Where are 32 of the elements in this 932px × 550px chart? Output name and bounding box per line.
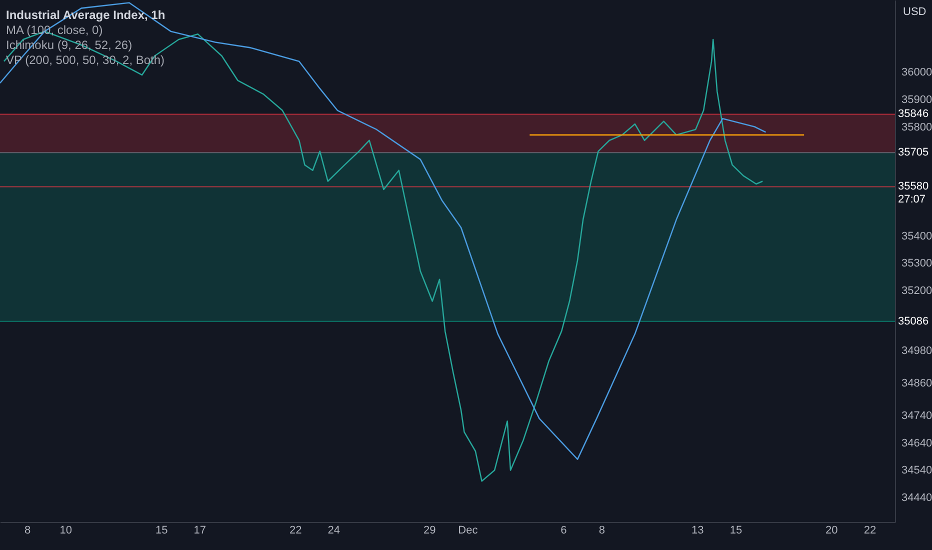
- y-tick-label: 35300: [902, 258, 932, 270]
- y-tick-label: 35800: [902, 121, 932, 134]
- x-tick-label: 15: [156, 524, 168, 536]
- x-tick-label: 8: [24, 524, 31, 536]
- x-tick-label: 22: [290, 524, 302, 536]
- x-tick-label: Dec: [458, 524, 478, 536]
- x-tick-label: 6: [560, 524, 567, 536]
- text: USD: [903, 6, 926, 18]
- x-tick-label: 15: [730, 524, 742, 536]
- ref-line-label: 35705: [898, 146, 929, 159]
- x-tick-label: 17: [194, 524, 206, 536]
- ref-line-label: 35580: [898, 180, 929, 193]
- y-tick-label: 35400: [902, 230, 932, 242]
- x-tick-label: 20: [826, 524, 838, 536]
- x-tick-label: 22: [864, 524, 876, 536]
- ref-line-label: 35086: [898, 315, 929, 328]
- y-tick-label: 34540: [902, 464, 932, 477]
- x-tick-label: 29: [424, 524, 436, 536]
- y-tick-label: 34640: [902, 437, 932, 450]
- x-tick-label: 8: [598, 524, 606, 536]
- y-tick-label: 34740: [902, 410, 932, 422]
- y-tick-label: 34980: [902, 344, 932, 357]
- y-tick-label: 34440: [902, 492, 932, 504]
- y-tick-label: 36000: [902, 66, 932, 79]
- y-tick-label: 35200: [902, 284, 932, 297]
- x-tick-label: 24: [328, 524, 340, 536]
- x-tick-label: 13: [692, 524, 704, 536]
- ref-line-label: 35846: [898, 108, 929, 120]
- text: 27:07: [898, 194, 926, 206]
- y-tick-label: 34860: [902, 377, 932, 390]
- y-tick-label: 35900: [902, 94, 932, 106]
- x-tick-label: 10: [60, 524, 72, 536]
